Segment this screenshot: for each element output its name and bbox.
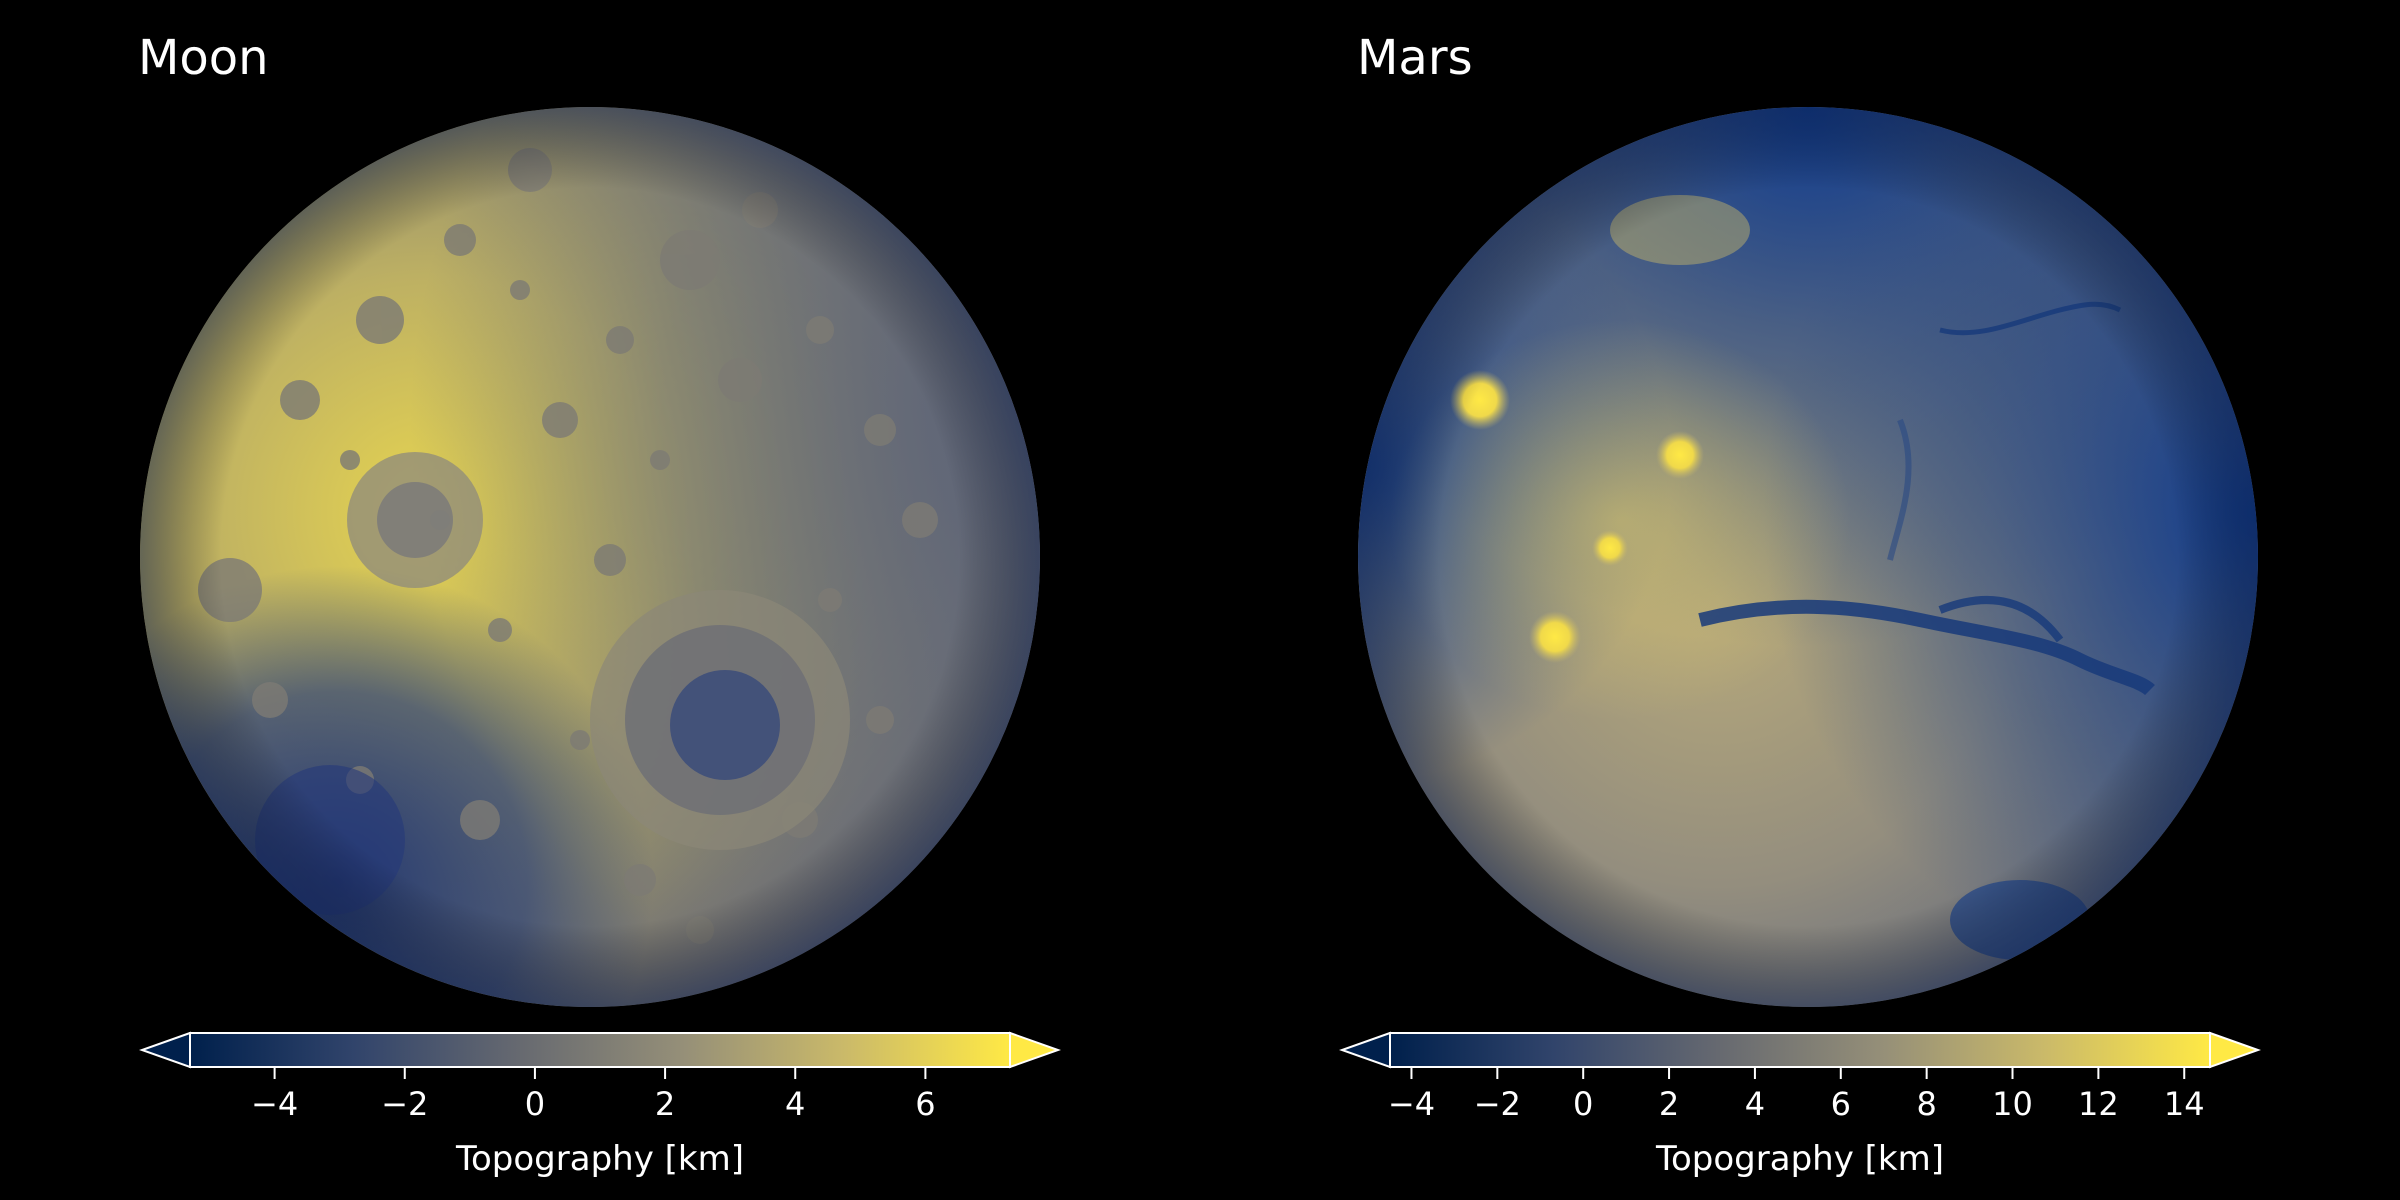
colorbar-tick-label: 8 bbox=[1916, 1085, 1936, 1123]
colorbar-gradient bbox=[189, 1032, 1011, 1068]
colorbar-tick-label: 2 bbox=[655, 1085, 675, 1123]
colorbar-tick-label: −4 bbox=[1388, 1085, 1435, 1123]
colorbar-extend-high bbox=[1009, 1031, 1061, 1069]
colorbar-tick-label: 2 bbox=[1659, 1085, 1679, 1123]
colorbar-tick-label: 4 bbox=[1745, 1085, 1765, 1123]
moon-colorbar: −4 −2 0 2 4 6 Topography [km] bbox=[139, 1031, 1061, 1179]
mars-globe bbox=[1358, 107, 2258, 1007]
mars-colorbar: −4 −2 0 2 4 6 8 10 12 14 Topography [km] bbox=[1339, 1031, 2261, 1179]
moon-globe bbox=[140, 107, 1040, 1007]
colorbar-tick-label: 14 bbox=[2164, 1085, 2205, 1123]
colorbar-tick-label: 4 bbox=[785, 1085, 805, 1123]
moon-title: Moon bbox=[138, 30, 269, 86]
colorbar-tick-label: 0 bbox=[525, 1085, 545, 1123]
colorbar-tick-label: 12 bbox=[2078, 1085, 2119, 1123]
colorbar-label: Topography [km] bbox=[1655, 1139, 1944, 1179]
colorbar-gradient bbox=[1389, 1032, 2211, 1068]
colorbar-label: Topography [km] bbox=[455, 1139, 744, 1179]
colorbar-tick-label: 10 bbox=[1992, 1085, 2033, 1123]
colorbar-extend-low bbox=[139, 1031, 191, 1069]
colorbar-tick-label: −2 bbox=[381, 1085, 428, 1123]
colorbar-tick-label: 6 bbox=[915, 1085, 935, 1123]
colorbar-tick-label: 0 bbox=[1573, 1085, 1593, 1123]
mars-title: Mars bbox=[1357, 30, 1473, 86]
colorbar-tick-label: 6 bbox=[1831, 1085, 1851, 1123]
colorbar-extend-high bbox=[2209, 1031, 2261, 1069]
colorbar-tick-label: −4 bbox=[251, 1085, 298, 1123]
colorbar-extend-low bbox=[1339, 1031, 1391, 1069]
colorbar-tick-label: −2 bbox=[1474, 1085, 1521, 1123]
